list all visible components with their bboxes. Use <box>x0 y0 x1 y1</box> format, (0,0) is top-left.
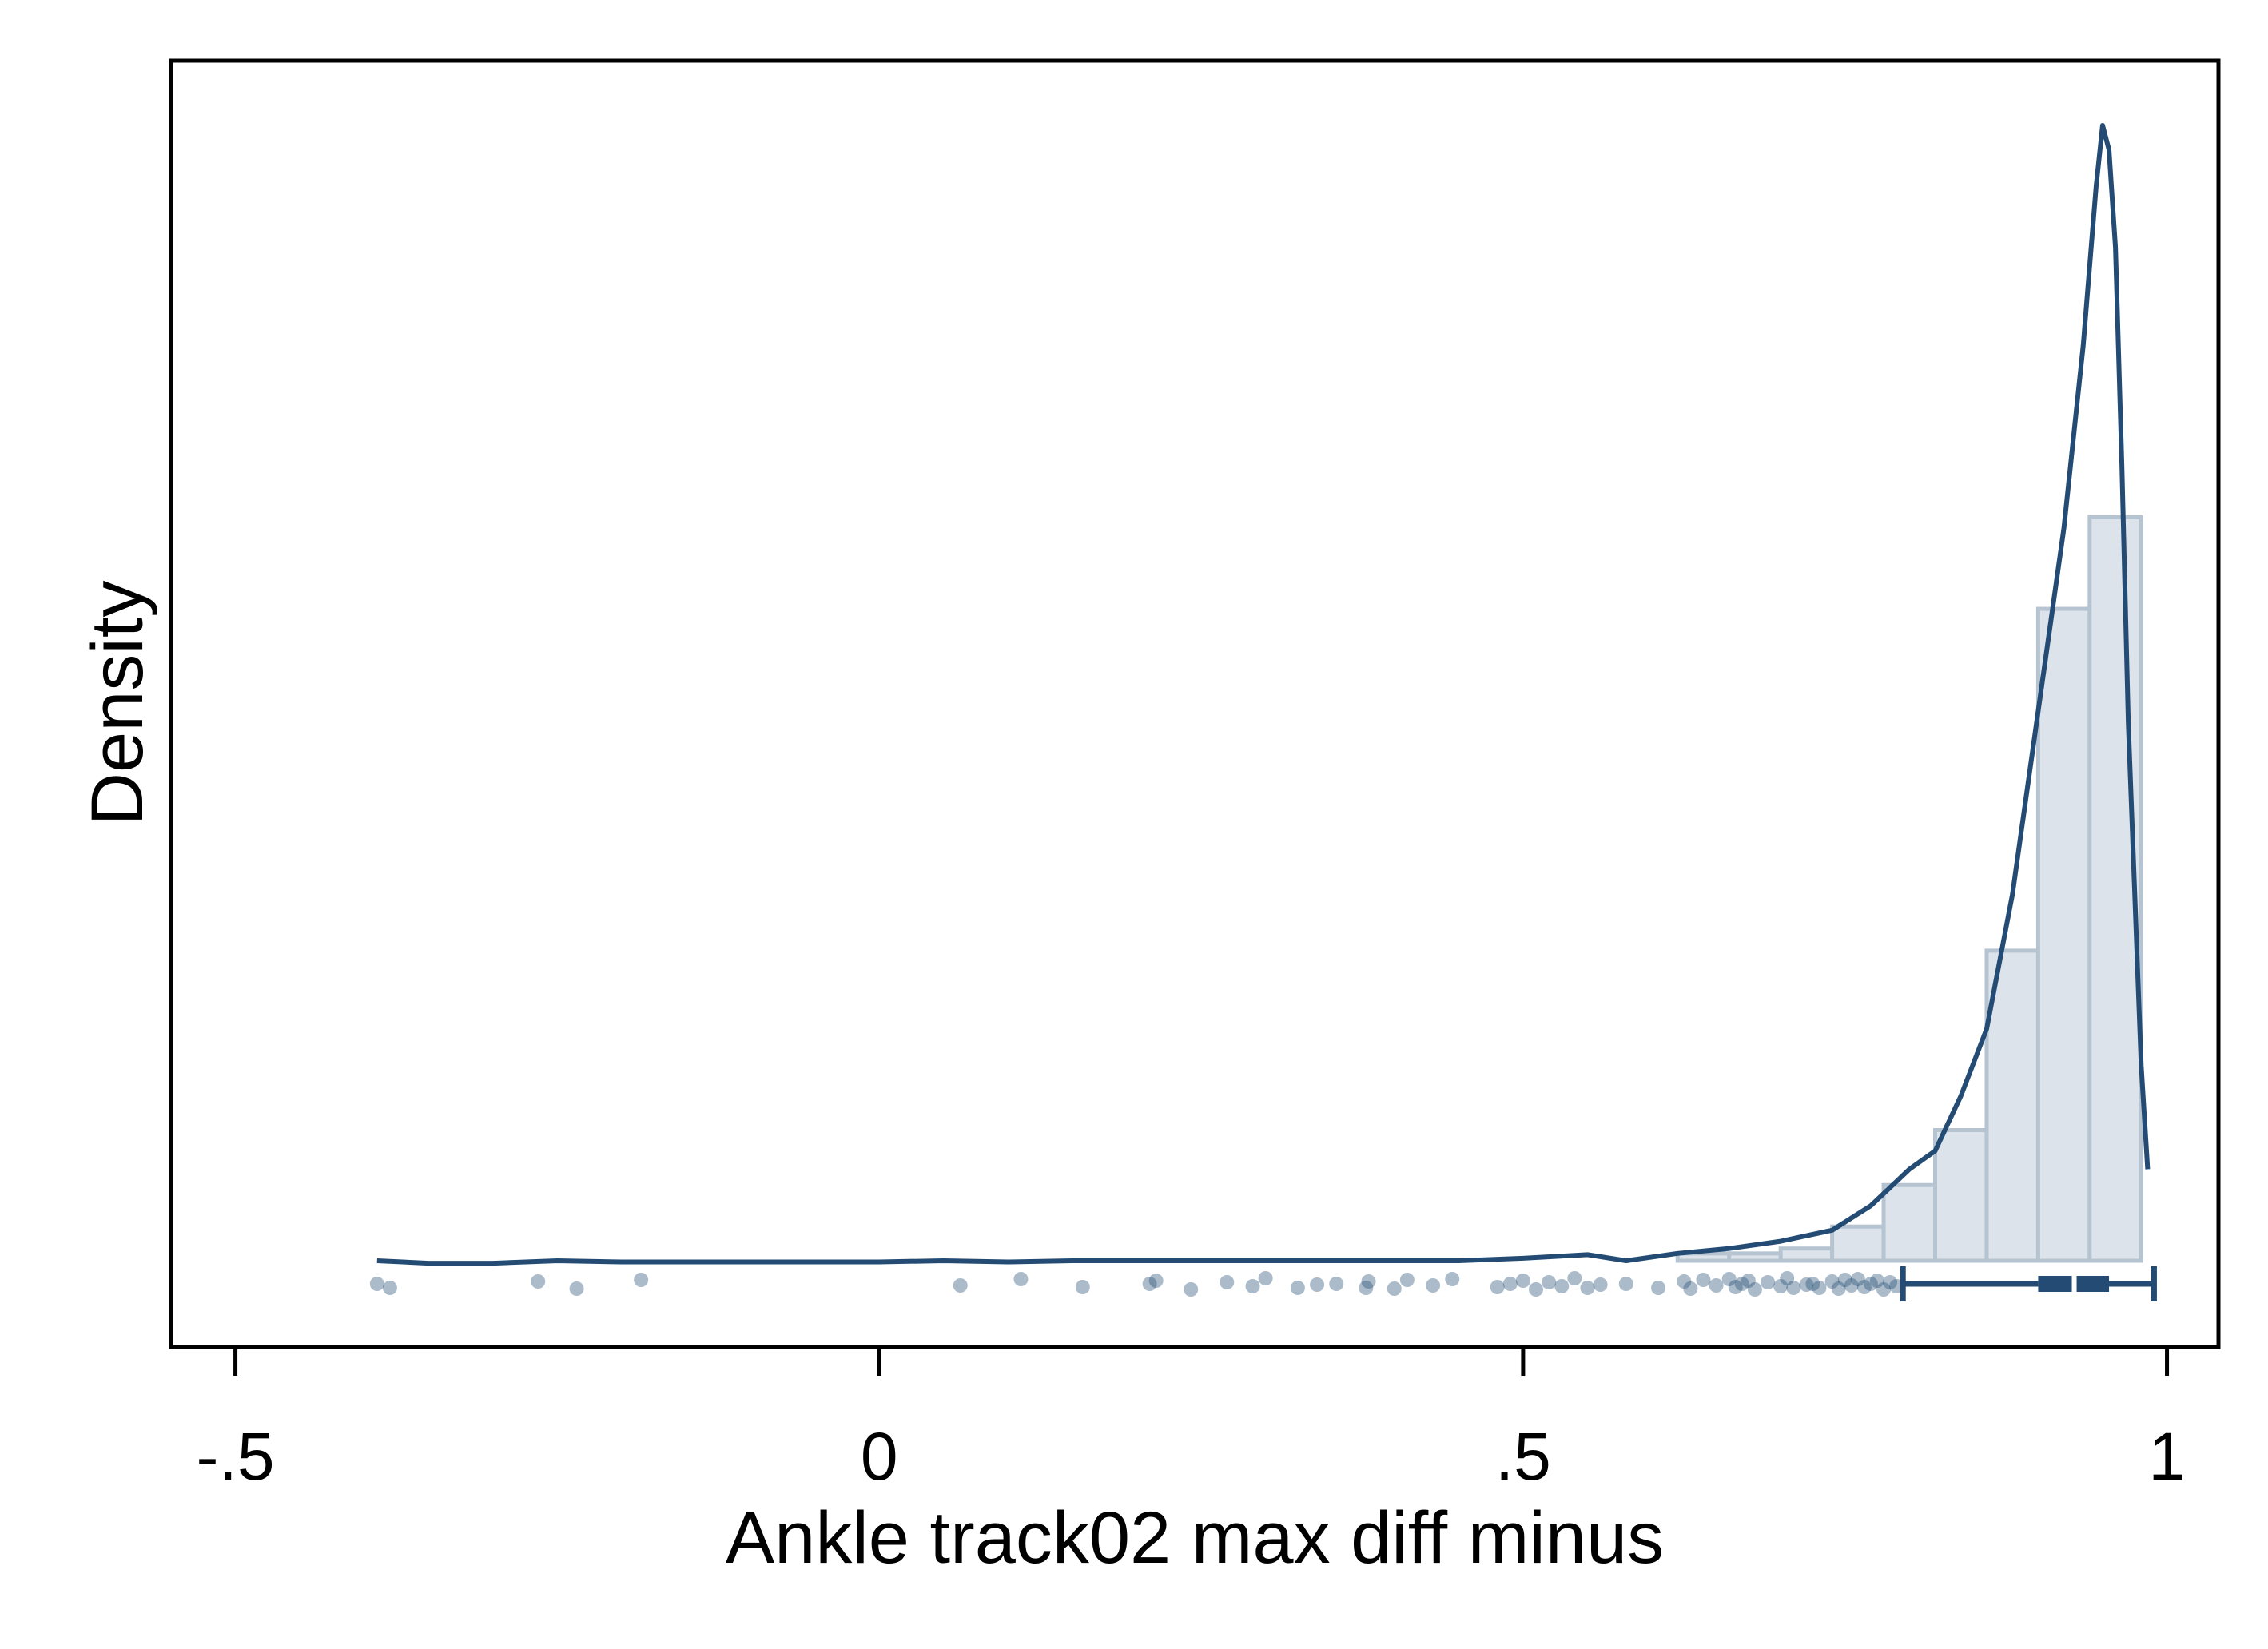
observation-point-20 <box>1399 1273 1415 1287</box>
x-axis-title: Ankle track02 max diff minus <box>726 1497 1664 1579</box>
observation-point-47 <box>1799 1277 1814 1292</box>
observation-point-46 <box>1786 1281 1801 1295</box>
histogram-bar-2 <box>1778 1246 1835 1263</box>
y-axis-title: Density <box>77 581 158 826</box>
observation-point-39 <box>1728 1280 1743 1294</box>
observation-point-57 <box>1870 1274 1884 1288</box>
x-tick-label-1: 0 <box>861 1419 898 1494</box>
observation-point-6 <box>1013 1272 1029 1286</box>
x-tick-label-2: .5 <box>1495 1419 1551 1494</box>
observation-point-35 <box>1683 1281 1698 1296</box>
observation-point-27 <box>1542 1275 1557 1289</box>
observation-point-28 <box>1554 1279 1570 1293</box>
observation-point-21 <box>1426 1278 1441 1293</box>
observation-point-36 <box>1696 1273 1711 1287</box>
observation-point-44 <box>1773 1279 1789 1293</box>
observation-point-18 <box>1361 1274 1376 1289</box>
observation-point-54 <box>1850 1272 1865 1286</box>
x-tick-label-3: 1 <box>2148 1419 2186 1494</box>
observation-point-58 <box>1876 1282 1892 1297</box>
histogram-bar-1 <box>1727 1251 1783 1263</box>
x-axis-ticks: -.5 0 .5 1 <box>197 1347 2186 1494</box>
plot-frame <box>169 58 2221 1349</box>
observation-point-16 <box>1329 1277 1344 1291</box>
observation-point-38 <box>1721 1272 1737 1286</box>
observation-point-30 <box>1580 1281 1595 1295</box>
observation-point-42 <box>1747 1282 1762 1297</box>
observation-points <box>369 1271 1904 1297</box>
observation-point-25 <box>1515 1274 1530 1288</box>
observation-point-34 <box>1677 1274 1692 1289</box>
observation-point-59 <box>1883 1275 1898 1289</box>
observation-point-10 <box>1184 1282 1199 1297</box>
observation-point-48 <box>1805 1277 1820 1291</box>
observation-point-60 <box>1889 1279 1904 1293</box>
observation-point-53 <box>1844 1278 1859 1293</box>
observation-point-24 <box>1502 1277 1518 1291</box>
observation-point-43 <box>1761 1275 1776 1289</box>
histogram-bar-5 <box>1933 1128 1989 1263</box>
observation-point-15 <box>1310 1277 1325 1292</box>
observation-point-11 <box>1220 1275 1235 1289</box>
observation-point-1 <box>382 1281 397 1295</box>
observation-point-12 <box>1245 1279 1260 1293</box>
observation-point-4 <box>634 1273 649 1287</box>
observation-point-26 <box>1529 1282 1543 1297</box>
observation-point-23 <box>1490 1280 1505 1294</box>
observation-point-17 <box>1359 1281 1374 1295</box>
observation-point-14 <box>1290 1281 1305 1295</box>
observation-point-55 <box>1856 1280 1872 1294</box>
observation-point-2 <box>531 1274 546 1289</box>
histogram-bar-3 <box>1830 1224 1886 1263</box>
histogram-bar-7 <box>2035 606 2092 1263</box>
observation-point-51 <box>1831 1281 1846 1296</box>
observation-point-33 <box>1651 1281 1666 1295</box>
observation-point-0 <box>369 1277 384 1291</box>
observation-point-40 <box>1734 1277 1749 1291</box>
observation-point-56 <box>1863 1277 1878 1291</box>
observation-point-49 <box>1812 1281 1827 1295</box>
observation-point-22 <box>1445 1272 1460 1286</box>
histogram-bar-4 <box>1881 1182 1938 1263</box>
observation-point-13 <box>1258 1271 1273 1285</box>
observation-point-50 <box>1824 1274 1840 1289</box>
x-tick-label-0: -.5 <box>197 1419 275 1494</box>
observation-point-41 <box>1741 1274 1756 1288</box>
observation-point-7 <box>1075 1280 1090 1294</box>
kde-curve <box>376 123 2151 1266</box>
box-plot <box>1900 1266 2157 1301</box>
observation-point-19 <box>1387 1281 1402 1296</box>
observation-point-45 <box>1780 1271 1795 1285</box>
observation-point-37 <box>1709 1278 1724 1293</box>
observation-point-3 <box>569 1281 584 1296</box>
observation-point-9 <box>1148 1274 1164 1288</box>
observation-point-8 <box>1142 1277 1157 1291</box>
observation-point-31 <box>1593 1277 1608 1292</box>
observation-point-5 <box>953 1278 968 1293</box>
observation-point-52 <box>1837 1273 1852 1287</box>
observation-point-29 <box>1567 1271 1582 1285</box>
observation-point-32 <box>1618 1277 1633 1291</box>
